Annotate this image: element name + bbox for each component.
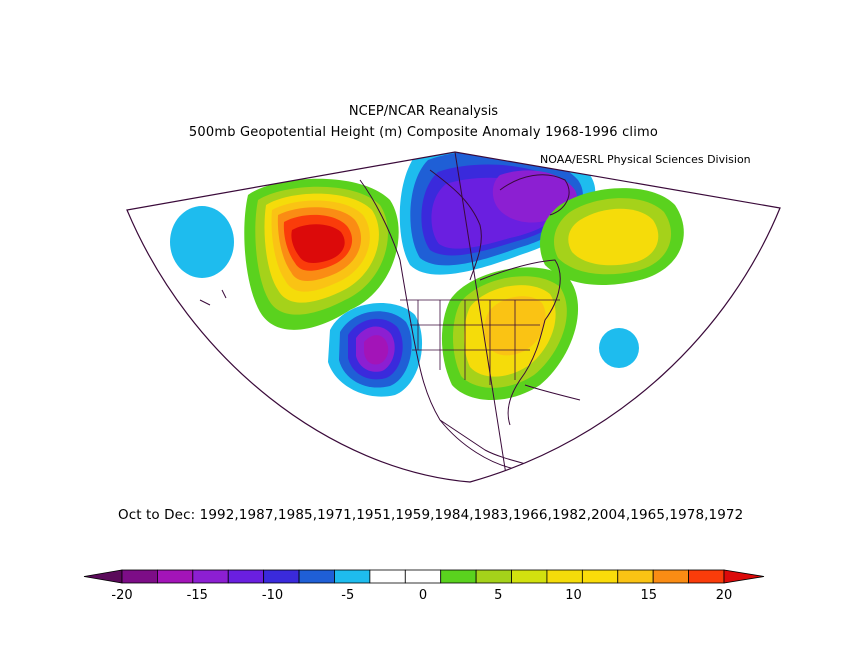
colorbar-cell xyxy=(404,569,442,584)
credit-label: NOAA/ESRL Physical Sciences Division xyxy=(540,153,751,166)
colorbar-cell xyxy=(440,569,477,584)
north-atlantic-ridge xyxy=(540,188,684,285)
colorbar-min-arrow xyxy=(83,569,123,584)
pacific-ridge xyxy=(244,178,399,330)
meridian-line xyxy=(454,152,511,482)
composite-years-label: Oct to Dec: 1992,1987,1985,1971,1951,195… xyxy=(118,507,744,523)
map-domain-outline xyxy=(126,151,781,483)
colorbar-cell xyxy=(581,569,619,584)
colorbar-cell xyxy=(546,569,583,584)
map-subtitle: 500mb Geopotential Height (m) Composite … xyxy=(188,125,659,140)
colorbar-cell xyxy=(121,569,158,584)
colorbar-tick-label: -15 xyxy=(187,588,208,603)
colorbar-cell xyxy=(652,569,689,584)
west-coast-trough xyxy=(328,303,423,397)
colorbar-cell xyxy=(617,569,654,584)
colorbar-cell xyxy=(688,569,725,584)
map-title: NCEP/NCAR Reanalysis xyxy=(348,104,499,119)
colorbar-max-arrow xyxy=(723,569,765,584)
colorbar-cell xyxy=(511,569,548,584)
central-pacific-low xyxy=(170,206,234,278)
colorbar-tick-label: 20 xyxy=(716,588,733,603)
colorbar-cell xyxy=(334,569,371,584)
colorbar-tick-label: 10 xyxy=(565,588,582,603)
colorbar-cell xyxy=(227,569,265,584)
colorbar-tick-label: 0 xyxy=(419,588,427,603)
atlantic-small-low xyxy=(599,328,639,368)
colorbar-tick-label: -10 xyxy=(262,588,283,603)
colorbar-tick-label: 5 xyxy=(494,588,502,603)
colorbar-tick-label: 15 xyxy=(640,588,657,603)
coastlines xyxy=(199,169,581,471)
colorbar-tick-label: -20 xyxy=(111,588,132,603)
colorbar-cell xyxy=(298,569,335,584)
colorbar-cell xyxy=(475,569,512,584)
colorbar-cell xyxy=(157,569,194,584)
colorbar-tick-label: -5 xyxy=(341,588,354,603)
colorbar-cell xyxy=(192,569,229,584)
colorbar-cell xyxy=(263,569,300,584)
colorbar-cell xyxy=(369,569,406,584)
